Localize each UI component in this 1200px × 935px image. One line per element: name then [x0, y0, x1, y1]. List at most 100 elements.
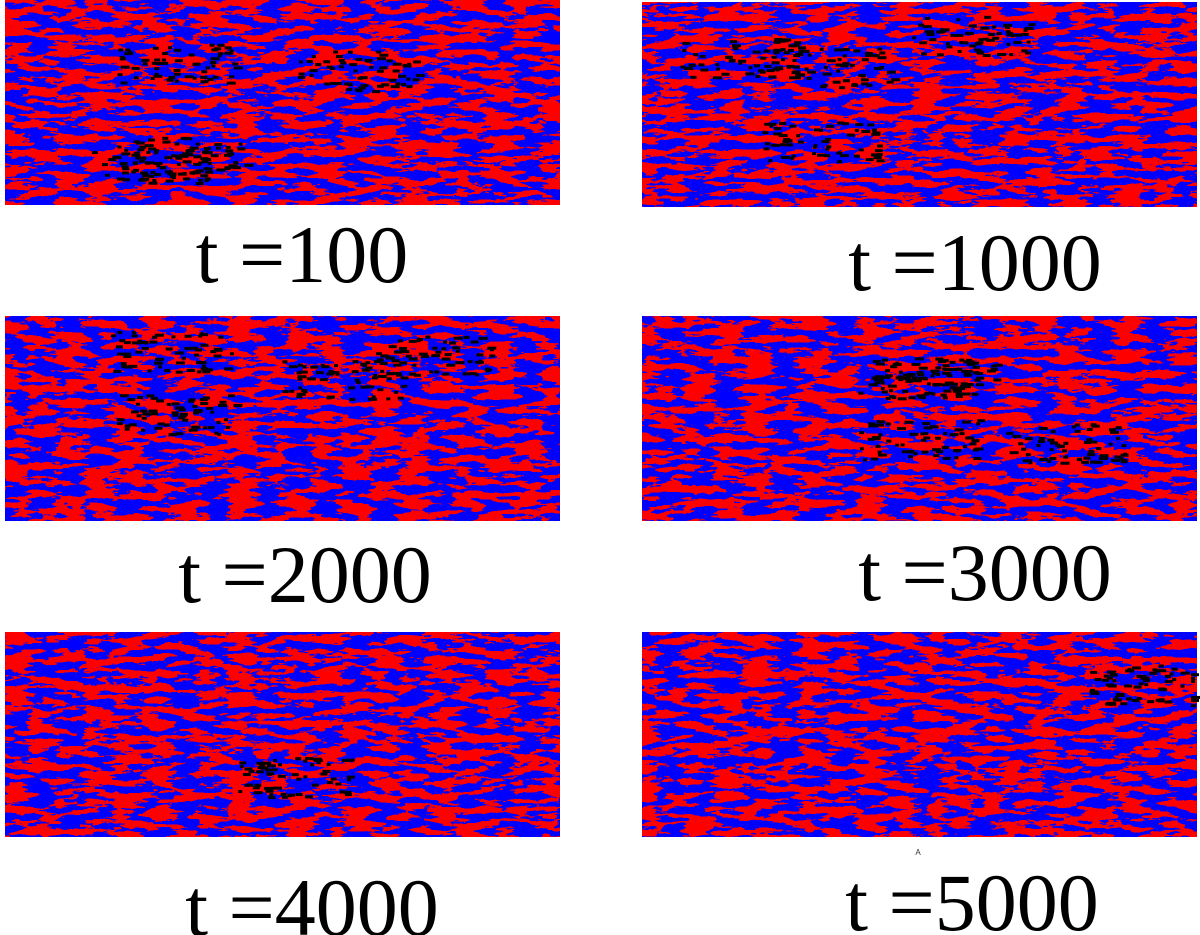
vacancy: [174, 59, 183, 63]
vacancy: [1108, 428, 1116, 432]
vacancy: [716, 67, 721, 71]
vacancy: [91, 151, 98, 155]
vacancy: [223, 418, 228, 422]
vacancy: [874, 381, 881, 385]
vacancy: [913, 452, 918, 456]
vacancy: [987, 32, 995, 36]
vacancy: [1164, 680, 1173, 684]
vacancy: [942, 367, 947, 371]
vacancy: [211, 48, 219, 52]
vacancy: [773, 40, 781, 44]
vacancy: [119, 394, 129, 398]
vacancy: [787, 48, 794, 52]
vacancy: [764, 122, 773, 126]
vacancy: [123, 355, 132, 359]
vacancy: [813, 144, 818, 148]
vacancy: [877, 450, 882, 454]
vacancy: [680, 65, 686, 69]
vacancy: [878, 378, 884, 382]
vacancy: [489, 354, 496, 358]
vacancy: [779, 121, 787, 125]
vacancy: [1164, 674, 1171, 678]
vacancy: [964, 31, 974, 35]
vacancy: [867, 437, 875, 441]
vacancy: [195, 142, 200, 146]
vacancy: [920, 438, 926, 442]
lattice-panel: [642, 2, 1197, 207]
vacancy: [902, 377, 912, 381]
vacancy: [315, 63, 322, 67]
vacancy: [121, 165, 129, 169]
vacancy: [682, 49, 687, 53]
vacancy: [818, 128, 823, 132]
vacancy: [918, 23, 925, 27]
vacancy: [870, 457, 878, 461]
vacancy: [123, 341, 131, 345]
vacancy: [266, 772, 272, 776]
vacancy: [967, 369, 973, 373]
vacancy: [1086, 438, 1093, 442]
vacancy: [826, 145, 832, 149]
vacancy: [945, 383, 950, 387]
vacancy: [168, 75, 176, 79]
vacancy: [211, 64, 216, 68]
vacancy: [853, 49, 861, 53]
vacancy: [213, 354, 222, 358]
vacancy: [182, 177, 190, 181]
vacancy: [485, 367, 491, 371]
time-label: t =100: [196, 209, 409, 300]
vacancy: [887, 384, 897, 388]
vacancy: [139, 145, 147, 149]
vacancy: [148, 138, 156, 142]
vacancy: [394, 350, 403, 354]
vacancy: [154, 333, 164, 337]
vacancy: [1056, 444, 1065, 448]
vacancy: [924, 30, 934, 34]
vacancy: [968, 24, 974, 28]
vacancy: [780, 143, 786, 147]
vacancy: [192, 162, 201, 166]
vacancy: [312, 757, 322, 761]
vacancy: [244, 767, 253, 771]
vacancy: [876, 153, 883, 157]
vacancy: [960, 41, 969, 45]
vacancy: [773, 51, 780, 55]
vacancy: [872, 360, 881, 364]
vacancy: [162, 140, 171, 144]
vacancy: [780, 58, 785, 62]
vacancy: [386, 372, 392, 376]
vacancy: [919, 376, 925, 380]
vacancy: [1149, 671, 1158, 675]
vacancy: [207, 161, 212, 165]
vacancy: [773, 132, 783, 136]
vacancy: [200, 402, 209, 406]
vacancy: [468, 372, 478, 376]
vacancy: [977, 419, 986, 423]
vacancy: [807, 70, 817, 74]
vacancy: [1014, 33, 1022, 37]
vacancy: [811, 152, 816, 156]
vacancy: [1023, 28, 1028, 32]
vacancy: [943, 431, 948, 435]
vacancy: [227, 152, 235, 156]
vacancy: [975, 383, 984, 387]
vacancy: [858, 148, 864, 152]
vacancy: [1124, 684, 1133, 688]
vacancy: [853, 154, 860, 158]
vacancy: [365, 366, 373, 370]
vacancy: [917, 372, 925, 376]
vacancy: [289, 793, 296, 797]
vacancy: [376, 69, 384, 73]
vacancy: [199, 398, 208, 402]
vacancy: [771, 55, 777, 59]
vacancy: [688, 63, 696, 67]
vacancy: [834, 48, 844, 52]
vacancy: [875, 444, 881, 448]
vacancy: [373, 360, 382, 364]
vacancy: [209, 43, 215, 47]
vacancy: [901, 450, 911, 454]
vacancy: [1028, 461, 1033, 465]
vacancy: [971, 392, 979, 396]
vacancy: [954, 456, 959, 460]
vacancy: [353, 69, 358, 73]
